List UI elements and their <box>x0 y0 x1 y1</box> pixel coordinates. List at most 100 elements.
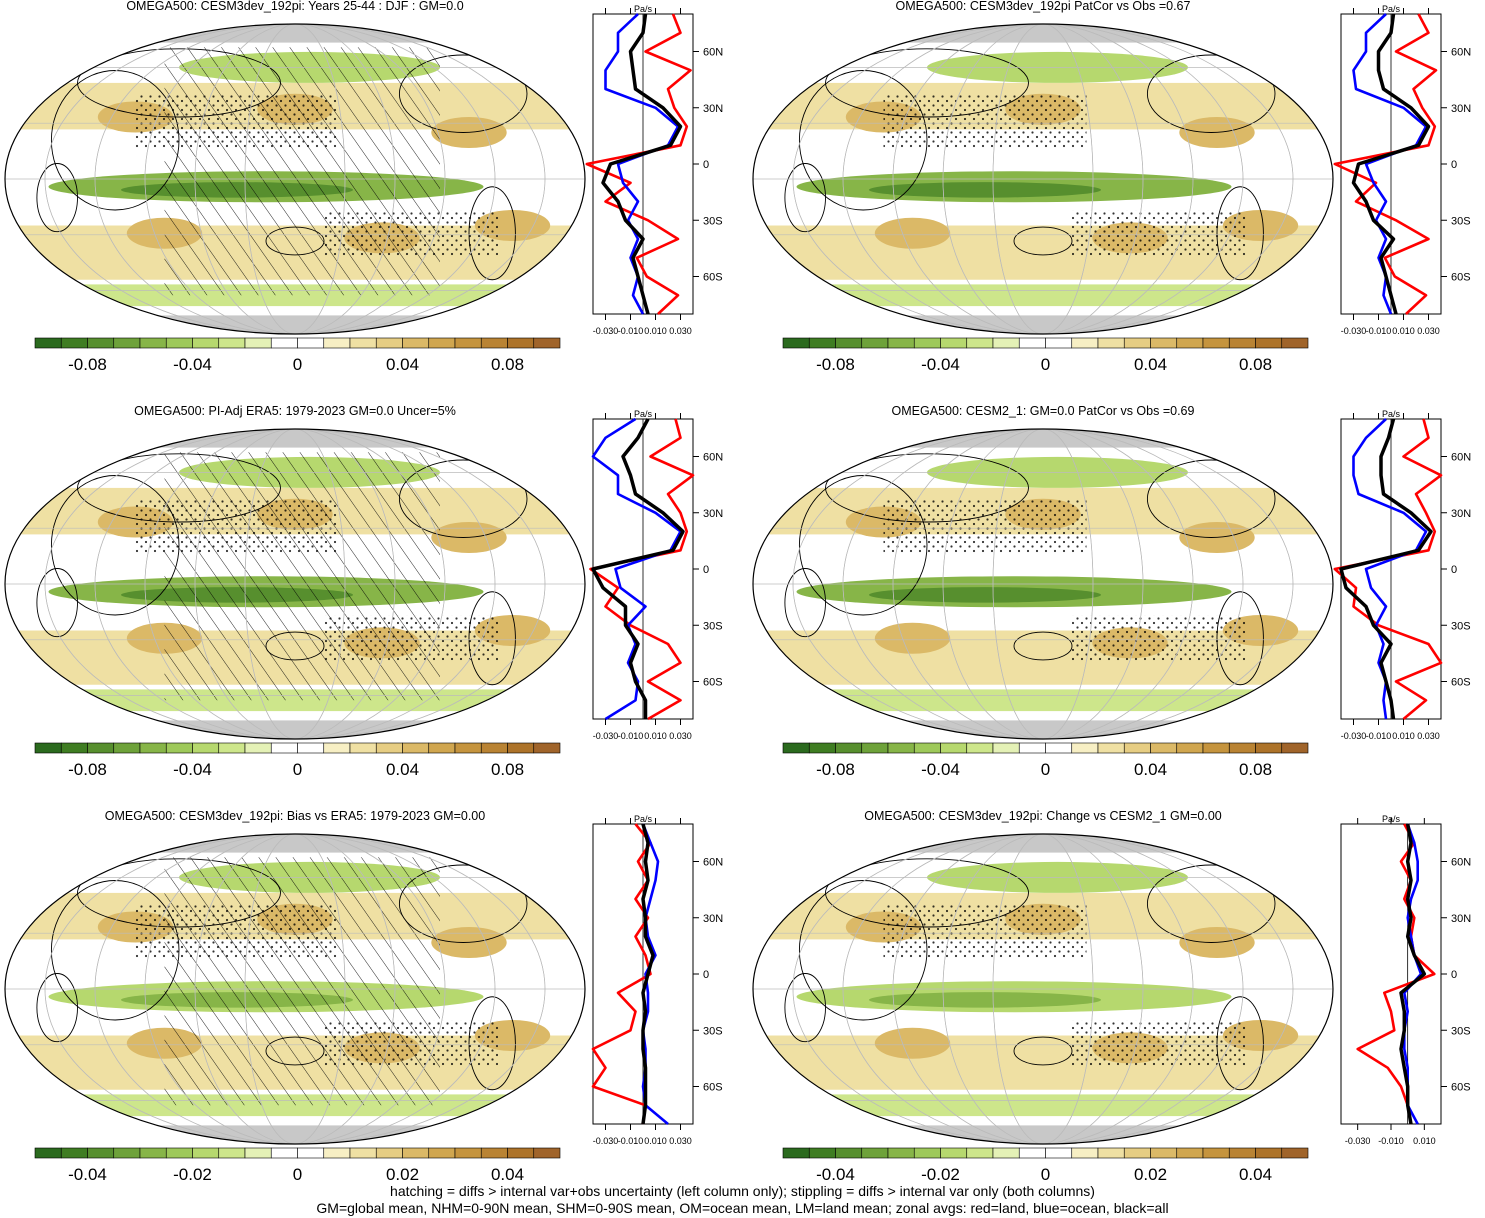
graticule <box>842 834 1244 1144</box>
y-tick-label: 60S <box>1451 677 1471 689</box>
colorbar-swatch <box>887 1147 915 1159</box>
colorbar-label: 0 <box>293 1165 302 1184</box>
colorbar-swatch <box>1018 337 1046 349</box>
colorbar-swatch <box>835 337 863 349</box>
colorbar-swatch <box>808 1147 836 1159</box>
colorbar-swatch <box>533 1147 561 1159</box>
colorbar: -0.08 -0.04 0 0.04 0.08 <box>782 742 1309 779</box>
y-tick-label: 60S <box>703 272 723 284</box>
colorbar-swatch <box>992 742 1020 754</box>
x-tick-label: -0.010 <box>618 326 644 336</box>
colorbar-swatch <box>1228 337 1256 349</box>
colorbar-swatch <box>349 1147 377 1159</box>
colorbar-swatch <box>323 337 351 349</box>
colorbar: -0.08 -0.04 0 0.04 0.08 <box>34 742 561 779</box>
panel-4: OMEGA500: CESM2_1: GM=0.0 PatCor vs Obs … <box>752 404 1471 779</box>
coastline <box>1146 54 1276 133</box>
zonal-profile: Pa/s -0.030 -0.010 0.010 0.030 60N 30N 0 30S 60S <box>589 409 723 741</box>
y-tick-label: 60N <box>1451 857 1471 869</box>
colorbar-swatch <box>835 742 863 754</box>
colorbar-swatch <box>1018 742 1046 754</box>
y-tick-label: 30S <box>703 1025 723 1037</box>
colorbar-swatch <box>218 1147 246 1159</box>
colorbar-swatch <box>1097 337 1125 349</box>
colorbar-swatch <box>402 742 430 754</box>
land-mask <box>5 720 585 739</box>
colorbar-swatch <box>966 337 994 349</box>
graticule <box>244 24 346 334</box>
colorbar-swatch <box>992 337 1020 349</box>
colorbar-swatch <box>782 1147 810 1159</box>
profile-line-black <box>1351 13 1431 315</box>
colorbar-swatch <box>808 742 836 754</box>
y-tick-label: 0 <box>703 969 709 981</box>
colorbar-swatch <box>808 337 836 349</box>
colorbar-label: 0.04 <box>1134 355 1167 374</box>
coastline <box>36 568 78 638</box>
y-tick-label: 30S <box>1451 1025 1471 1037</box>
colorbar: -0.04 -0.02 0 0.02 0.04 <box>34 1147 561 1184</box>
colorbar-swatch <box>507 742 535 754</box>
x-tick-label: 0.030 <box>669 326 692 336</box>
y-tick-label: 30N <box>1451 913 1471 925</box>
colorbar-swatch <box>139 1147 167 1159</box>
map <box>5 429 585 739</box>
colorbar-swatch <box>297 1147 325 1159</box>
graticule <box>892 834 1194 1144</box>
coastline <box>36 163 78 233</box>
map-border <box>752 23 1334 335</box>
x-tick-label: -0.010 <box>1366 731 1392 741</box>
colorbar-label: -0.08 <box>816 355 855 374</box>
colorbar-swatch <box>428 742 456 754</box>
graticule <box>992 24 1094 334</box>
colorbar-swatch <box>139 337 167 349</box>
map <box>5 834 585 1144</box>
colorbar: -0.08 -0.04 0 0.04 0.08 <box>782 337 1309 374</box>
colorbar-swatch <box>139 742 167 754</box>
graticule <box>792 834 1294 1144</box>
colorbar-swatch <box>861 337 889 349</box>
y-tick-label: 30S <box>1451 620 1471 632</box>
colorbar-swatch <box>887 742 915 754</box>
colorbar-label: 0.02 <box>1134 1165 1167 1184</box>
x-tick-label: -0.030 <box>1341 326 1367 336</box>
graticule <box>44 24 546 334</box>
colorbar-swatch <box>480 1147 508 1159</box>
colorbar-label: -0.04 <box>173 760 212 779</box>
graticule <box>144 429 446 739</box>
colorbar-swatch <box>34 337 62 349</box>
y-tick-label: 60N <box>1451 452 1471 464</box>
land-mask <box>753 24 1333 43</box>
colorbar-swatch <box>480 337 508 349</box>
colorbar-swatch <box>1202 337 1230 349</box>
profile-line-red <box>1356 823 1436 1125</box>
y-tick-label: 30S <box>703 215 723 227</box>
colorbar-swatch <box>861 1147 889 1159</box>
profile-line-red <box>1333 418 1443 720</box>
colorbar-swatch <box>402 1147 430 1159</box>
colorbar-label: -0.08 <box>68 355 107 374</box>
colorbar-swatch <box>428 1147 456 1159</box>
colorbar-swatch <box>940 1147 968 1159</box>
colorbar-swatch <box>966 1147 994 1159</box>
colorbar-label: -0.04 <box>68 1165 107 1184</box>
panel-title: OMEGA500: CESM3dev_192pi: Years 25-44 : … <box>126 0 463 13</box>
hatching <box>164 452 440 701</box>
y-tick-label: 30N <box>1451 508 1471 520</box>
x-tick-label: 0.010 <box>644 731 667 741</box>
x-tick-label: 0.010 <box>1392 731 1415 741</box>
profile-line-black <box>601 13 683 315</box>
land-mask <box>5 834 585 853</box>
colorbar-swatch <box>835 1147 863 1159</box>
storm-track <box>753 1094 1333 1117</box>
map-border <box>4 23 586 335</box>
colorbar-swatch <box>782 337 810 349</box>
x-tick-label: 0.010 <box>1392 326 1415 336</box>
footer-note-1: hatching = diffs > internal var+obs unce… <box>390 1183 1095 1199</box>
graticule <box>244 429 346 739</box>
colorbar-swatch <box>861 742 889 754</box>
graticule <box>194 429 396 739</box>
profile-line-red <box>589 418 695 721</box>
colorbar-swatch <box>218 337 246 349</box>
